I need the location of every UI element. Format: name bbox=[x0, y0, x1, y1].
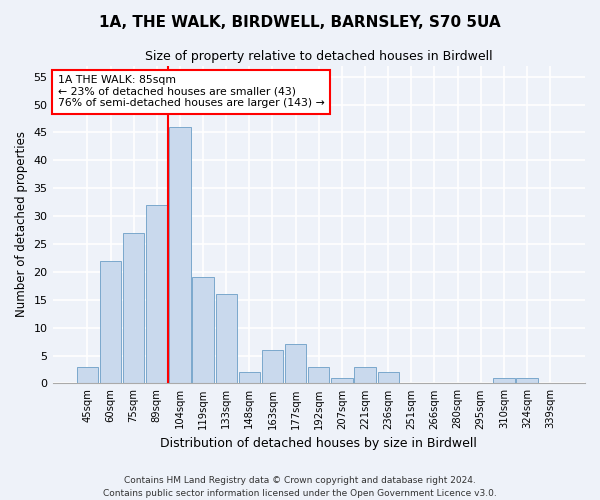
Title: Size of property relative to detached houses in Birdwell: Size of property relative to detached ho… bbox=[145, 50, 493, 63]
Y-axis label: Number of detached properties: Number of detached properties bbox=[15, 132, 28, 318]
Bar bbox=[262, 350, 283, 384]
Bar bbox=[215, 294, 237, 384]
Bar bbox=[517, 378, 538, 384]
Bar bbox=[169, 127, 191, 384]
Bar bbox=[239, 372, 260, 384]
Bar bbox=[193, 278, 214, 384]
Text: 1A, THE WALK, BIRDWELL, BARNSLEY, S70 5UA: 1A, THE WALK, BIRDWELL, BARNSLEY, S70 5U… bbox=[99, 15, 501, 30]
Bar bbox=[308, 366, 329, 384]
Bar bbox=[77, 366, 98, 384]
Bar bbox=[377, 372, 399, 384]
Bar bbox=[331, 378, 353, 384]
Text: 1A THE WALK: 85sqm
← 23% of detached houses are smaller (43)
76% of semi-detache: 1A THE WALK: 85sqm ← 23% of detached hou… bbox=[58, 75, 325, 108]
Bar bbox=[123, 233, 145, 384]
Bar bbox=[100, 260, 121, 384]
X-axis label: Distribution of detached houses by size in Birdwell: Distribution of detached houses by size … bbox=[160, 437, 477, 450]
Bar bbox=[146, 205, 167, 384]
Text: Contains HM Land Registry data © Crown copyright and database right 2024.
Contai: Contains HM Land Registry data © Crown c… bbox=[103, 476, 497, 498]
Bar bbox=[355, 366, 376, 384]
Bar bbox=[493, 378, 515, 384]
Bar bbox=[285, 344, 306, 384]
